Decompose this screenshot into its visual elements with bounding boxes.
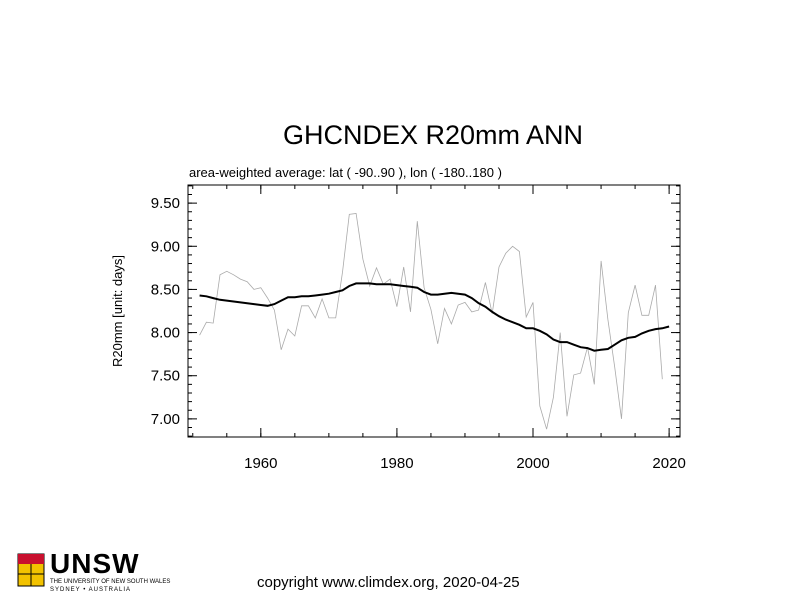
x-tick-label: 1960 — [244, 455, 277, 472]
chart-title: GHCNDEX R20mm ANN — [282, 120, 584, 150]
x-tick-label: 2020 — [652, 455, 685, 472]
y-tick-label: 7.00 — [151, 411, 180, 428]
series-line-smoothed — [199, 282, 670, 352]
y-tick-label: 9.00 — [151, 238, 180, 255]
logo-tagline: THE UNIVERSITY OF NEW SOUTH WALES — [50, 579, 171, 585]
unsw-crest-icon — [17, 553, 45, 587]
y-tick-label: 7.50 — [151, 368, 180, 385]
copyright-text: copyright www.climdex.org, 2020-04-25 — [257, 574, 520, 591]
unsw-logo: UNSW THE UNIVERSITY OF NEW SOUTH WALES S… — [16, 548, 170, 596]
y-tick-label: 8.00 — [151, 325, 180, 342]
chart-subtitle: area-weighted average: lat ( -90..90 ), … — [189, 165, 502, 180]
plot-frame — [187, 184, 681, 438]
x-tick-label: 2000 — [516, 455, 549, 472]
y-axis-label: R20mm [unit: days] — [110, 255, 125, 367]
logo-name: UNSW — [50, 548, 140, 579]
logo-location: SYDNEY • AUSTRALIA — [50, 587, 132, 593]
y-tick-label: 8.50 — [151, 281, 180, 298]
series-line-annual — [199, 213, 663, 430]
chart-plot: 7.00 7.50 8.00 8.50 9.00 9.50 1960 1980 2000 2020… — [110, 184, 686, 472]
x-tick-label: 1980 — [380, 455, 413, 472]
y-tick-label: 9.50 — [151, 195, 180, 212]
